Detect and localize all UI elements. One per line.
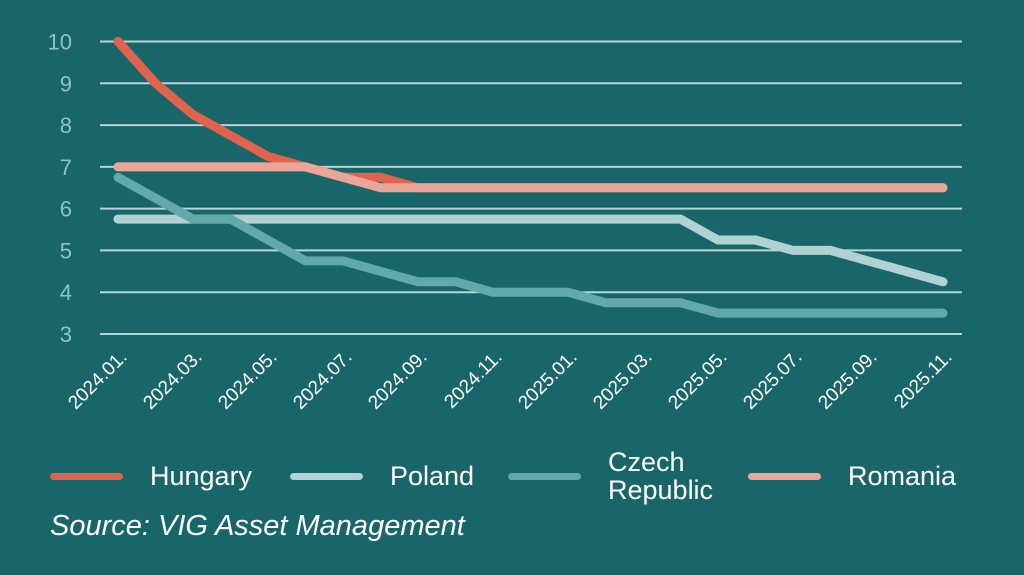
y-tick-label: 4 — [60, 280, 72, 305]
legend-label-poland: Poland — [390, 461, 475, 491]
y-tick-label: 3 — [60, 322, 72, 347]
x-tick-label: 2024.11. — [440, 347, 506, 413]
x-tick-label: 2025.05. — [664, 347, 731, 414]
x-tick-label: 2025.01. — [514, 347, 581, 414]
legend-item-hungary: Hungary — [50, 448, 252, 504]
legend-item-czech-republic: Czech Republic — [508, 448, 713, 504]
series-lines — [113, 37, 948, 318]
legend-label-romania: Romania — [848, 461, 957, 491]
legend-label-czech-republic: Czech Republic — [608, 448, 713, 504]
x-tick-label: 2024.05. — [214, 347, 281, 414]
x-tick-label: 2025.03. — [589, 347, 656, 414]
legend: Hungary Poland Czech Republic Romania — [50, 448, 980, 508]
y-tick-label: 10 — [48, 30, 72, 55]
x-tick-label: 2024.03. — [139, 347, 206, 414]
series-line-czech-republic — [113, 172, 948, 318]
y-tick-label: 6 — [60, 197, 72, 222]
legend-label-czech-line1: Czech — [608, 447, 685, 477]
x-axis: 2024.01. 2024.03. 2024.05. 2024.07. 2024.09.… — [64, 347, 956, 414]
y-tick-label: 7 — [60, 155, 72, 180]
y-tick-label: 9 — [60, 71, 72, 96]
x-tick-label: 2024.09. — [364, 347, 431, 414]
legend-label-czech-line2: Republic — [608, 475, 714, 505]
legend-item-poland: Poland — [290, 448, 474, 504]
y-tick-label: 8 — [60, 113, 72, 138]
legend-swatch-hungary — [50, 472, 123, 480]
legend-item-romania: Romania — [748, 448, 956, 504]
legend-swatch-czech-republic — [508, 472, 581, 480]
x-tick-label: 2025.09. — [814, 347, 881, 414]
source-note: Source: VIG Asset Management — [50, 510, 465, 542]
legend-label-hungary: Hungary — [150, 461, 253, 491]
x-tick-label: 2025.07. — [739, 347, 806, 414]
series-line-romania — [113, 162, 948, 193]
x-tick-label: 2025.11. — [890, 347, 956, 413]
y-tick-label: 5 — [60, 238, 72, 263]
legend-swatch-romania — [748, 472, 821, 480]
x-tick-label: 2024.01. — [64, 347, 131, 414]
y-axis: 3 4 5 6 7 8 9 10 — [48, 30, 72, 348]
legend-swatch-poland — [290, 472, 363, 480]
x-tick-label: 2024.07. — [289, 347, 356, 414]
series-line-poland — [113, 214, 948, 287]
